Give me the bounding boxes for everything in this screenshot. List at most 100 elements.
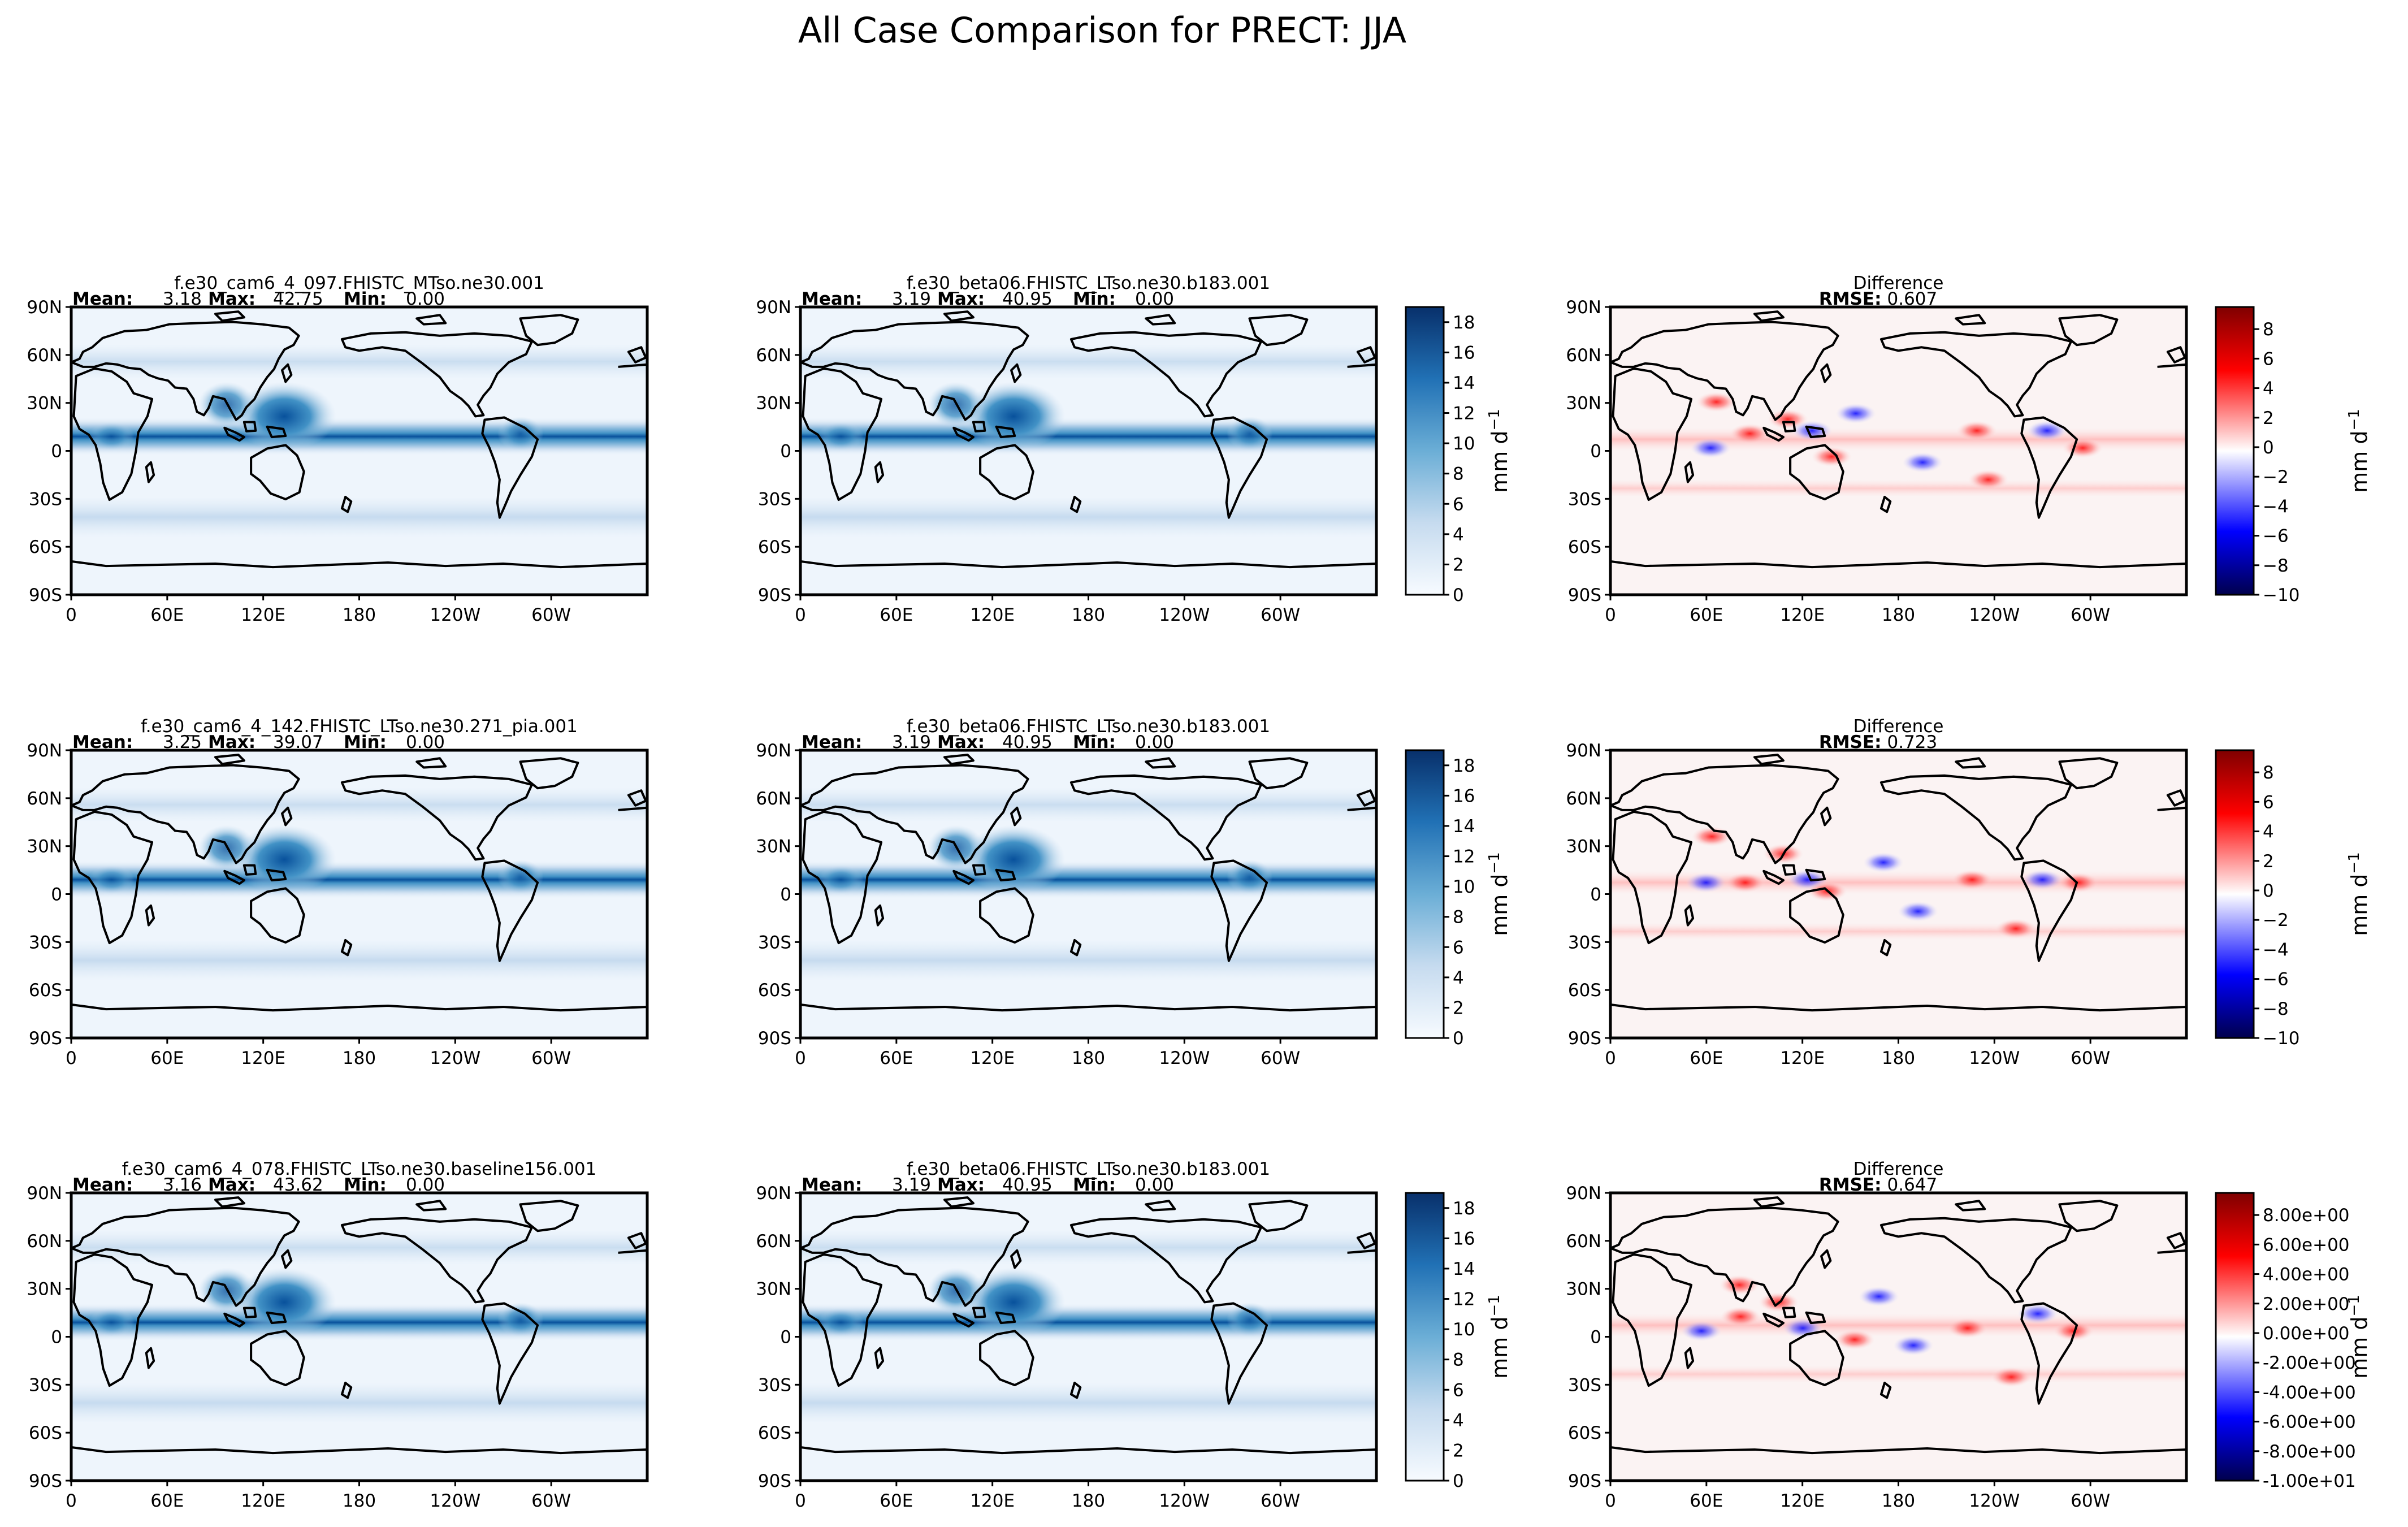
lat-tick-label: 60N [1566, 345, 1601, 366]
itcz-band [800, 1302, 1376, 1343]
diff-anomaly [1725, 872, 1766, 893]
lat-tick-label: 0 [780, 1327, 791, 1348]
lon-tick-label: 60W [531, 1491, 571, 1511]
lat-tick-label: 90S [29, 1028, 62, 1049]
lat-tick-label: 0 [51, 885, 62, 905]
lat-tick-label: 30N [27, 1279, 62, 1300]
colorbar-label-exponent: −1 [2346, 1295, 2363, 1316]
lat-tick-label: 30S [29, 1375, 62, 1395]
lat-tick-label: 30N [27, 393, 62, 414]
colorbar-tick-label: -2.00e+00 [2263, 1353, 2356, 1373]
stat-rmse-value: 0.723 [1887, 732, 1938, 752]
central-america-rain [1227, 416, 1273, 451]
colorbar-tick-label: 10 [1453, 877, 1475, 897]
lat-tick-label: 30S [758, 932, 791, 953]
colorbar-tick-label: 18 [1453, 313, 1475, 333]
stat-mean-label: Mean: [72, 732, 133, 752]
central-america-rain [1227, 859, 1273, 894]
stat-min-label: Min: [344, 1175, 387, 1195]
colorbar-label: mm d−1 [2346, 852, 2372, 936]
stat-rmse-value: 0.647 [1887, 1175, 1938, 1195]
lon-tick-label: 120E [1780, 1048, 1825, 1069]
diff-anomaly [1952, 870, 1993, 890]
colorbar-tick-label: −6 [2263, 526, 2289, 547]
lon-tick-label: 120W [430, 1491, 480, 1511]
storm-track-south [71, 496, 647, 538]
stat-max-value: 42.75 [273, 289, 323, 309]
colorbar-tick-label: 10 [1453, 1320, 1475, 1340]
monsoon-core [962, 382, 1066, 451]
lon-tick-label: 180 [1882, 605, 1915, 625]
stat-max-value: 43.62 [273, 1175, 323, 1195]
lat-tick-label: 30N [1566, 837, 1601, 857]
lon-tick-label: 0 [1605, 1491, 1616, 1511]
colorbar-tick-label: 18 [1453, 1199, 1475, 1219]
lat-tick-label: 90S [1568, 1471, 1601, 1491]
diff-anomaly [1863, 852, 1904, 873]
stat-mean-value: 3.16 [163, 1175, 202, 1195]
colorbar-tick-label: 0 [1453, 1028, 1464, 1049]
lon-tick-label: 0 [795, 1491, 806, 1511]
lon-tick-label: 120W [1969, 605, 2020, 625]
itcz-band [71, 859, 647, 900]
lat-tick-label: 90N [1566, 741, 1601, 761]
itcz-band [800, 416, 1376, 457]
colorbar-label-exponent: −1 [1486, 1295, 1503, 1316]
storm-track-south [800, 1382, 1376, 1424]
lat-tick-label: 0 [1590, 1327, 1601, 1348]
stat-min-value: 0.00 [1135, 289, 1174, 309]
africa-rain [88, 865, 135, 894]
lon-tick-label: 60E [880, 1491, 913, 1511]
colorbar [1405, 749, 1445, 1039]
colorbar-tick-label: −10 [2263, 1028, 2299, 1049]
lon-tick-label: 60E [1690, 1048, 1723, 1069]
lat-tick-label: 30S [29, 932, 62, 953]
stat-max-label: Max: [208, 289, 255, 309]
colorbar-tick-label: 4 [1453, 968, 1464, 988]
itcz-band [71, 1302, 647, 1343]
lat-tick-label: 90S [29, 1471, 62, 1491]
lat-tick-label: 60N [756, 789, 791, 809]
diff-anomaly [1902, 452, 1943, 473]
colorbar-label: mm d−1 [2346, 409, 2372, 493]
lat-tick-label: 90N [756, 297, 791, 318]
stat-min-value: 0.00 [406, 732, 445, 752]
lon-tick-label: 0 [66, 1491, 77, 1511]
stat-max-label: Max: [937, 1175, 985, 1195]
lon-tick-label: 120W [430, 1048, 480, 1069]
stat-min-label: Min: [1073, 732, 1116, 752]
lon-tick-label: 60E [1690, 605, 1723, 625]
lon-tick-label: 120W [1159, 605, 1210, 625]
lat-tick-label: 0 [51, 442, 62, 462]
colorbar-tick-label: 8 [1453, 907, 1464, 928]
lat-tick-label: 30N [756, 837, 791, 857]
lat-tick-label: 60N [27, 1231, 62, 1252]
lat-tick-label: 30S [758, 489, 791, 509]
stat-mean-label: Mean: [802, 1175, 862, 1195]
lon-tick-label: 60W [1261, 1048, 1300, 1069]
colorbar-tick-label: 6 [2263, 349, 2274, 369]
colorbar-tick-label: 14 [1453, 816, 1475, 837]
lat-tick-label: 30N [27, 837, 62, 857]
lat-tick-label: 60N [756, 345, 791, 366]
lon-tick-label: 0 [66, 1048, 77, 1069]
lat-tick-label: 60S [29, 1423, 62, 1443]
stat-mean-label: Mean: [802, 289, 862, 309]
colorbar-tick-label: 4 [2263, 822, 2274, 842]
panel-title: f.e30_beta06.FHISTC_LTso.ne30.b183.001 [907, 1159, 1270, 1179]
lon-tick-label: 180 [1882, 1491, 1915, 1511]
colorbar-tick-label: -1.00e+01 [2263, 1471, 2356, 1491]
lat-tick-label: 0 [780, 442, 791, 462]
stat-max-value: 40.95 [1002, 1175, 1053, 1195]
lat-tick-label: 90S [29, 585, 62, 605]
lon-tick-label: 120W [1159, 1048, 1210, 1069]
lat-tick-label: 90N [1566, 297, 1601, 318]
lat-tick-label: 90N [27, 1183, 62, 1204]
colorbar-label: mm d−1 [2346, 1295, 2372, 1379]
central-america-rain [497, 416, 544, 451]
